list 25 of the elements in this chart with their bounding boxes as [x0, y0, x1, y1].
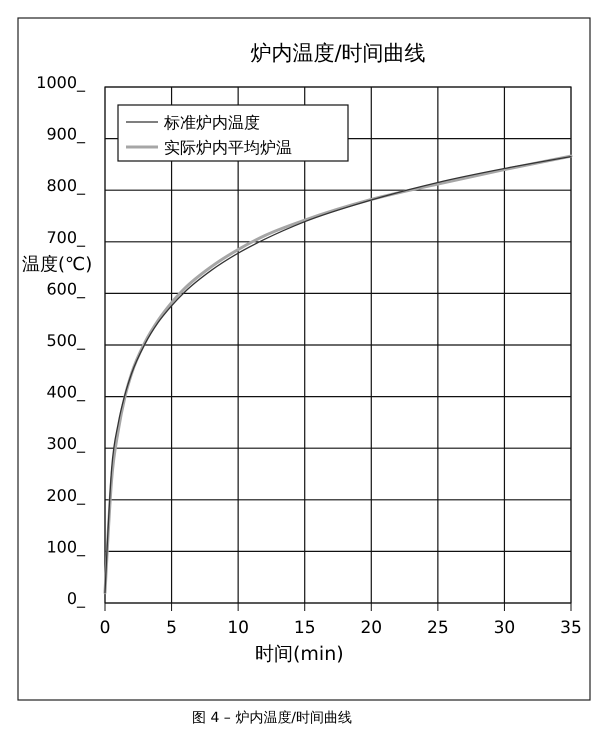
y-tick-label: 600_ — [46, 279, 86, 298]
y-tick-label: 300_ — [46, 434, 86, 454]
legend-label: 标准炉内温度 — [163, 113, 260, 132]
y-tick-label: 700_ — [46, 228, 86, 247]
x-tick-label: 10 — [227, 618, 249, 638]
x-tick-label: 20 — [360, 618, 382, 638]
y-tick-label: 200_ — [46, 486, 86, 505]
x-tick-label: 5 — [166, 618, 177, 638]
y-axis-title: 温度(℃) — [22, 254, 92, 275]
caption: 图 4 – 炉内温度/时间曲线 — [192, 710, 352, 726]
x-tick-label: 35 — [560, 618, 582, 638]
y-tick-label: 1000_ — [36, 73, 86, 92]
chart-title: 炉内温度/时间曲线 — [250, 41, 426, 65]
y-tick-label: 800_ — [46, 176, 86, 196]
x-axis-title: 时间(min) — [255, 643, 344, 665]
y-tick-label: 0_ — [66, 589, 86, 608]
x-tick-label: 30 — [494, 618, 516, 638]
y-tick-label: 100_ — [46, 537, 86, 556]
x-tick-label: 25 — [427, 618, 449, 638]
y-tick-label: 900_ — [46, 124, 86, 144]
y-tick-label: 500_ — [46, 331, 86, 350]
y-tick-label: 400_ — [46, 382, 86, 402]
x-tick-label: 0 — [100, 618, 110, 638]
legend-label: 实际炉内平均炉温 — [164, 138, 292, 157]
x-tick-label: 15 — [294, 618, 316, 638]
